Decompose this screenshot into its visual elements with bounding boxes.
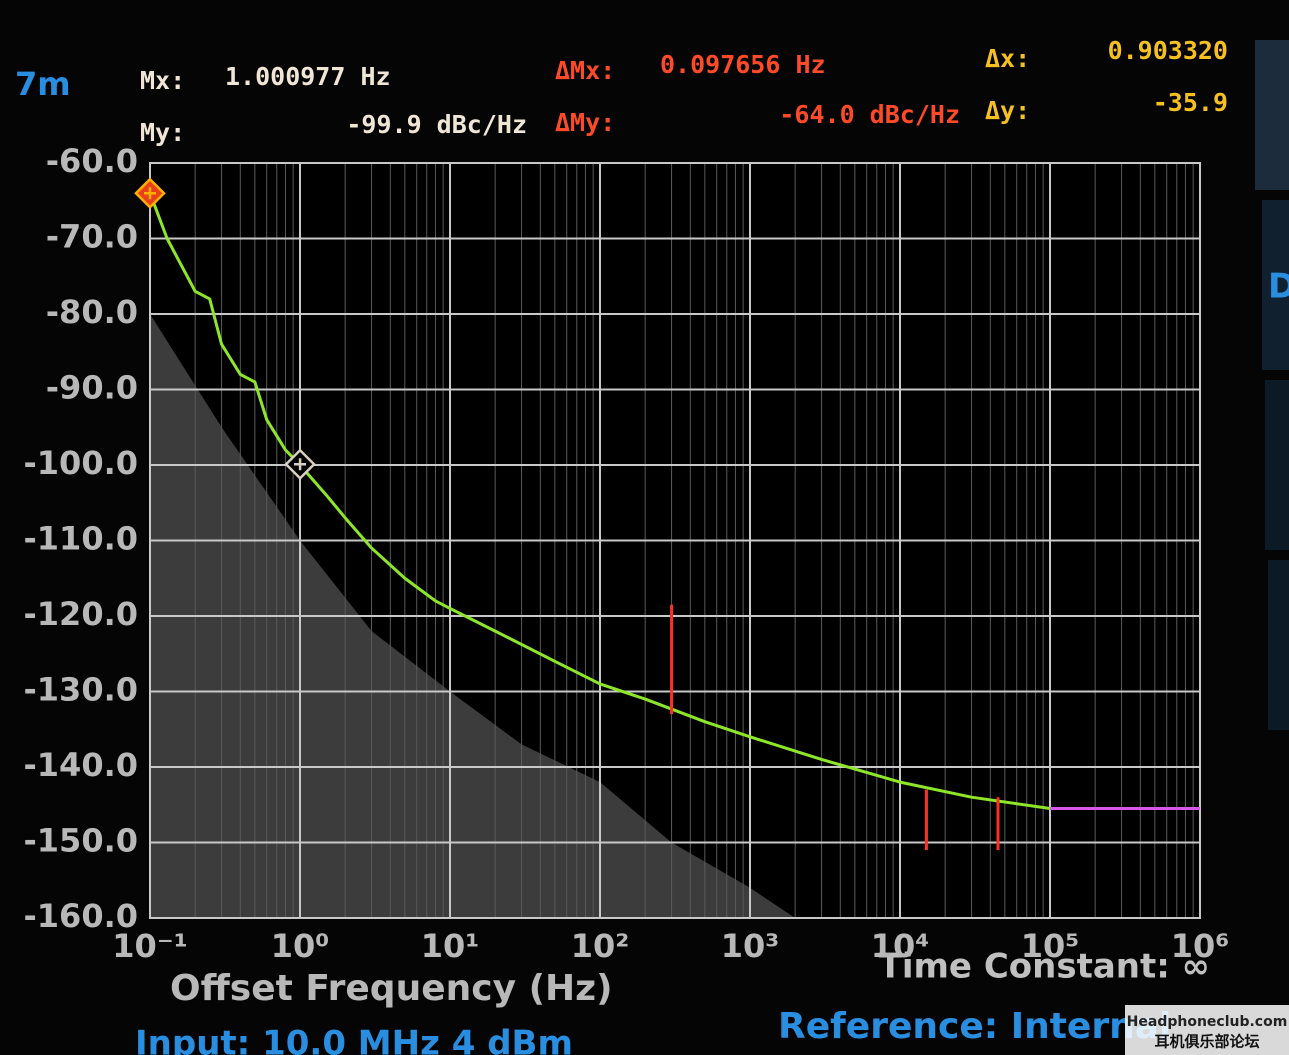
readout-label: ΔMx: bbox=[555, 56, 615, 85]
x-axis-label: Offset Frequency (Hz) bbox=[170, 968, 613, 1009]
y-tick-label: -110.0 bbox=[24, 520, 139, 558]
y-tick-label: -80.0 bbox=[46, 293, 138, 331]
side-panel bbox=[1262, 200, 1289, 370]
side-panel bbox=[1265, 380, 1289, 550]
y-tick-label: -60.0 bbox=[46, 142, 138, 180]
readout-label: ΔMy: bbox=[555, 108, 615, 137]
trace bbox=[148, 192, 1051, 811]
watermark-cn: 耳机俱乐部论坛 bbox=[1154, 1033, 1259, 1051]
side-panel bbox=[1268, 560, 1289, 730]
y-tick-label: -70.0 bbox=[46, 218, 138, 256]
y-tick-label: -160.0 bbox=[24, 897, 139, 935]
side-letter: D bbox=[1268, 267, 1289, 307]
x-tick-label: 10⁴ bbox=[871, 927, 930, 965]
readout-value: 0.903320 bbox=[1108, 36, 1228, 65]
reference-info: Reference: Internal bbox=[778, 1006, 1171, 1047]
x-tick-label: 10³ bbox=[721, 927, 780, 965]
readout-label: Mx: bbox=[140, 66, 185, 95]
x-tick-label: 10⁰ bbox=[271, 927, 330, 965]
y-tick-label: -100.0 bbox=[24, 444, 139, 482]
plot bbox=[134, 162, 1201, 919]
readout-value: 0.097656 Hz bbox=[660, 50, 826, 79]
readout-value: -99.9 dBc/Hz bbox=[346, 110, 527, 139]
y-tick-label: -140.0 bbox=[24, 746, 139, 784]
readout-label: My: bbox=[140, 118, 185, 147]
x-tick-label: 10⁵ bbox=[1021, 927, 1080, 965]
y-tick-label: -150.0 bbox=[24, 822, 139, 860]
y-tick-label: -90.0 bbox=[46, 369, 138, 407]
watermark: Headphoneclub.com bbox=[1127, 1014, 1288, 1030]
readout-label: Δy: bbox=[985, 96, 1030, 125]
x-tick-label: 10¹ bbox=[421, 927, 480, 965]
marker bbox=[134, 177, 166, 209]
readout-value: -35.9 bbox=[1153, 88, 1228, 117]
readout-value: 1.000977 Hz bbox=[225, 62, 391, 91]
y-tick-label: -130.0 bbox=[24, 671, 139, 709]
readout-label: Δx: bbox=[985, 44, 1030, 73]
side-panel bbox=[1255, 40, 1289, 190]
input-info: Input: 10.0 MHz 4 dBm bbox=[135, 1024, 573, 1055]
readout-value: -64.0 dBc/Hz bbox=[779, 100, 960, 129]
scale-label: 7m bbox=[15, 65, 71, 103]
x-tick-label: 10² bbox=[571, 927, 630, 965]
watermark-bg bbox=[1125, 1005, 1289, 1055]
x-tick-label: 10⁻¹ bbox=[112, 927, 187, 965]
time-constant: Time Constant: ∞ bbox=[879, 947, 1210, 987]
marker bbox=[284, 448, 316, 481]
y-tick-label: -120.0 bbox=[24, 595, 139, 633]
x-tick-label: 10⁶ bbox=[1171, 927, 1230, 965]
